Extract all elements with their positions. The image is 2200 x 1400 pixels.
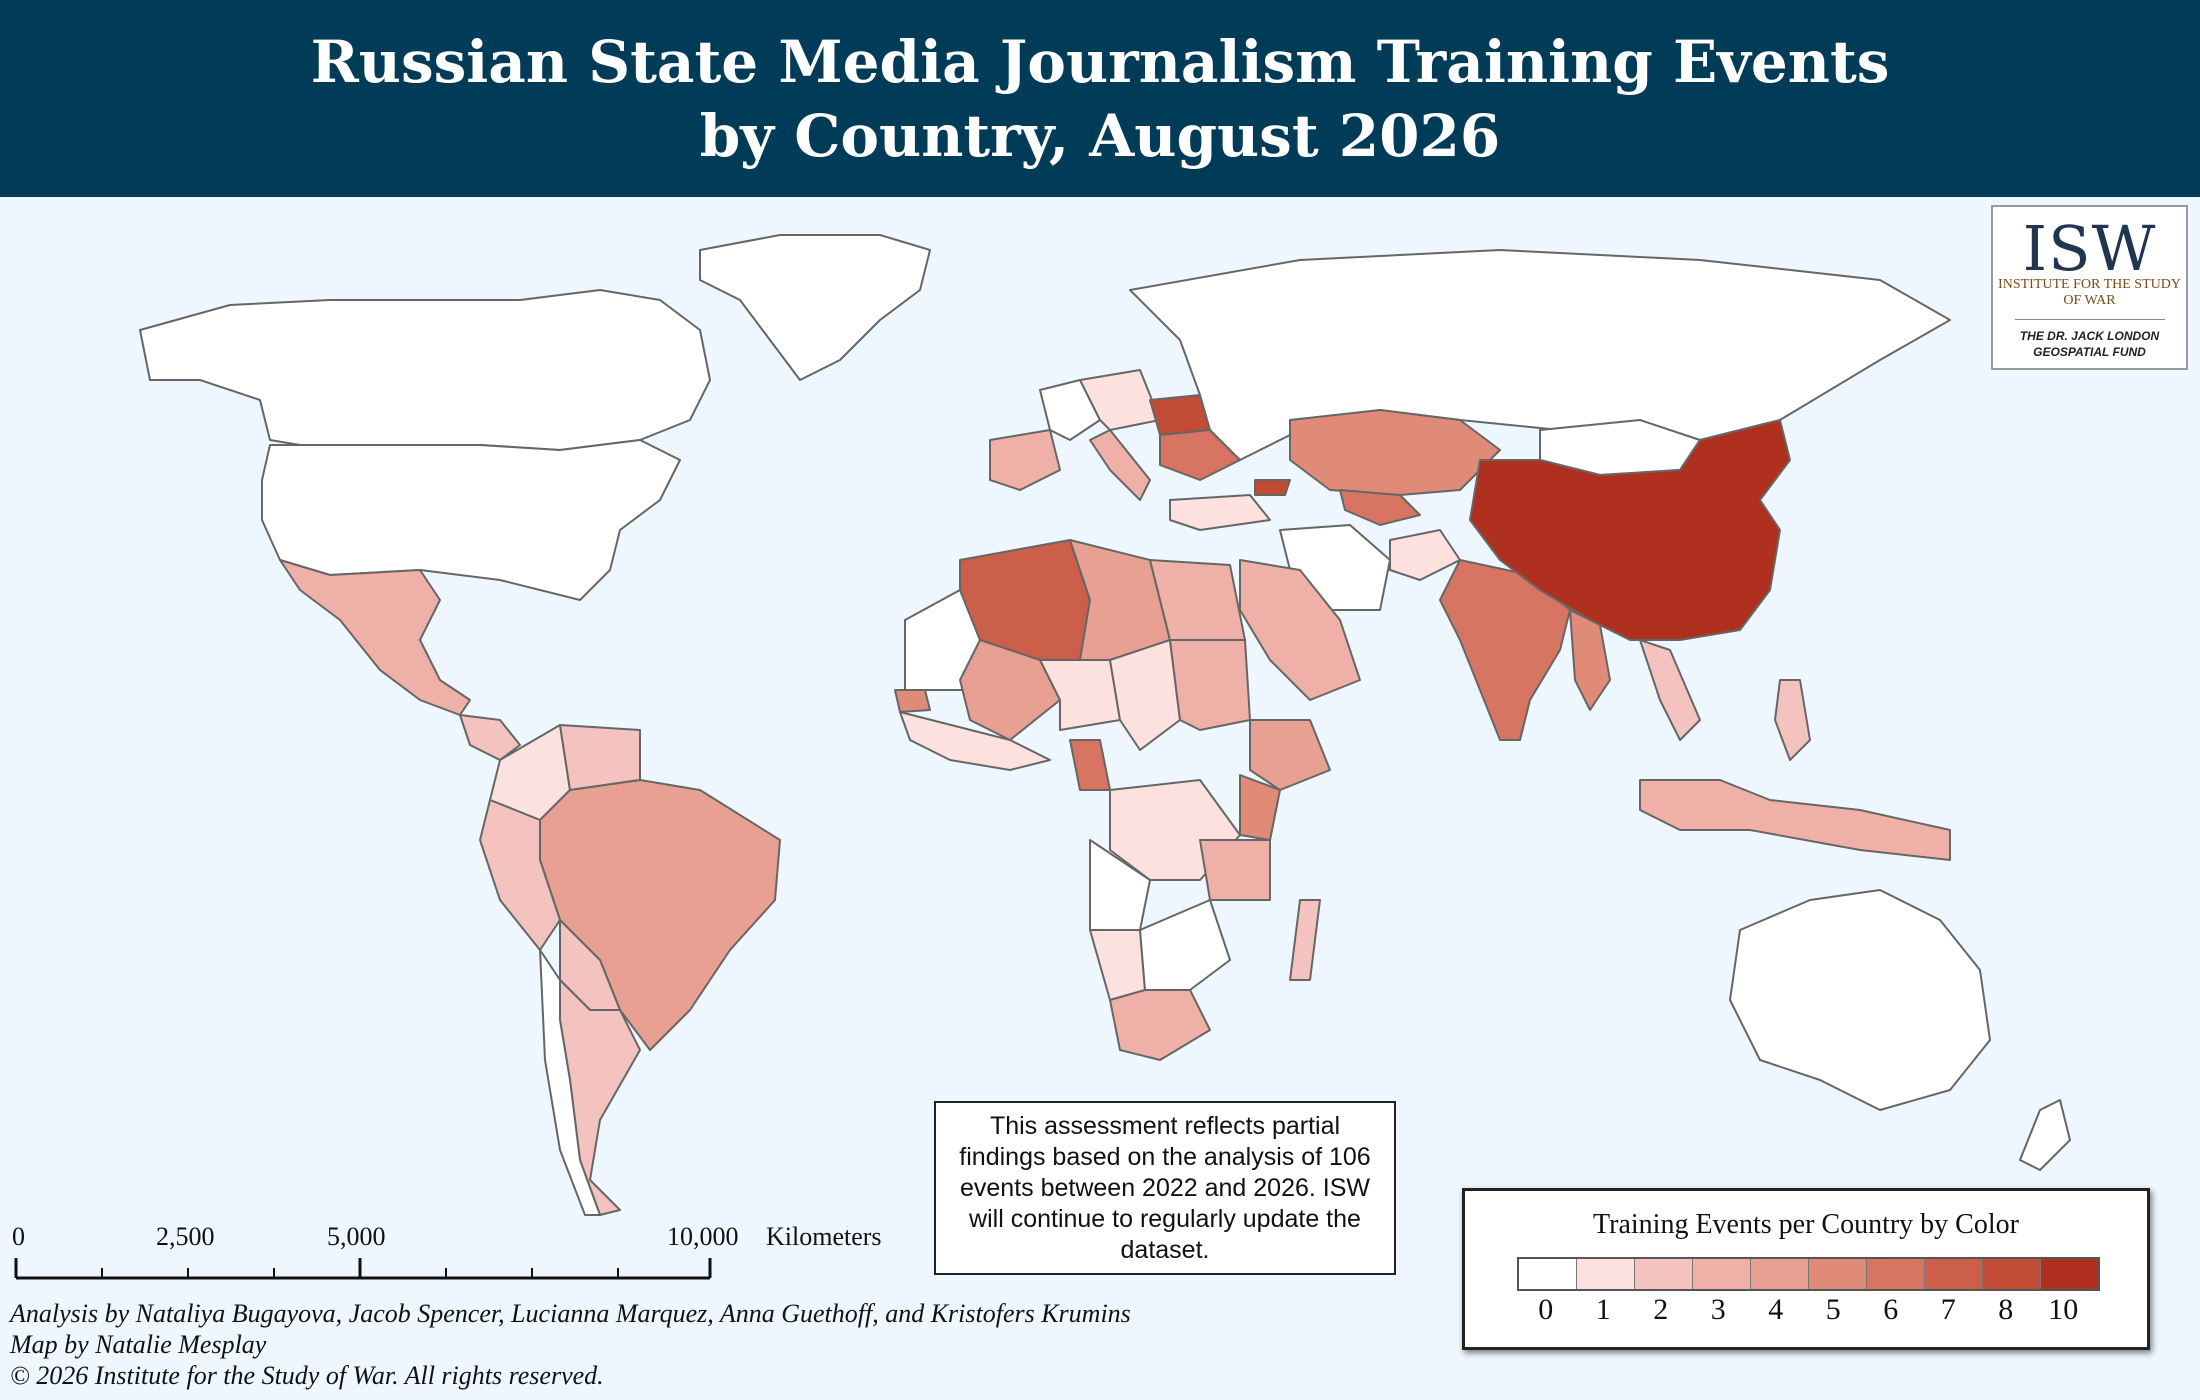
- country-chile: [539, 949, 601, 1216]
- legend-swatches: [1517, 1257, 2100, 1291]
- isw-logo-mark: ISW: [2022, 212, 2157, 285]
- country-chad: [1109, 639, 1181, 751]
- country-spain: [989, 429, 1061, 491]
- legend-label-4: 4: [1768, 1293, 1784, 1326]
- country-united-states: [261, 439, 681, 601]
- country-vietnam: [1639, 639, 1701, 741]
- legend-label-0: 0: [1538, 1293, 1554, 1326]
- legend-label-1: 1: [1595, 1293, 1611, 1326]
- country-ethiopia: [1249, 719, 1331, 791]
- country-kazakhstan: [1289, 409, 1501, 496]
- legend-label-10: 10: [2048, 1293, 2079, 1326]
- scale-unit: Kilometers: [766, 1222, 882, 1251]
- isw-institute-name: INSTITUTE FOR THE STUDY OF WAR: [1998, 277, 2181, 308]
- map-title-line-1: Russian State Media Journalism Training …: [310, 27, 1890, 96]
- country-central-europe: [1079, 369, 1161, 431]
- legend-swatch-3: [1693, 1259, 1751, 1289]
- credits-analysis: Analysis by Nataliya Bugayova, Jacob Spe…: [10, 1299, 1131, 1328]
- country-canada: [139, 289, 711, 451]
- legend-swatch-1: [1577, 1259, 1635, 1289]
- country-madagascar: [1289, 899, 1321, 981]
- isw-logo: ISW INSTITUTE FOR THE STUDY OF WAR THE D…: [1991, 205, 2188, 370]
- legend: Training Events per Country by Color 0 1…: [1462, 1188, 2150, 1350]
- legend-labels: 0 1 2 3 4 5 6 7 8 10: [1517, 1293, 2092, 1327]
- legend-swatch-8: [1983, 1259, 2041, 1289]
- country-saudi-arabia: [1239, 559, 1361, 701]
- legend-title: Training Events per Country by Color: [1593, 1209, 2019, 1240]
- isw-fund-line-1: THE DR. JACK LONDON: [2019, 329, 2160, 343]
- legend-label-8: 8: [1998, 1293, 2014, 1326]
- legend-swatch-2: [1635, 1259, 1693, 1289]
- map-header: Russian State Media Journalism Training …: [0, 0, 2200, 197]
- country-niger: [1039, 659, 1121, 731]
- legend-swatch-5: [1809, 1259, 1867, 1289]
- country-mexico: [279, 559, 471, 716]
- country-south-africa: [1109, 989, 1211, 1061]
- country-australia: [1729, 889, 1991, 1111]
- scale-label-0: 0: [12, 1222, 25, 1251]
- country-afghanistan: [1389, 529, 1461, 581]
- legend-swatch-7: [1925, 1259, 1983, 1289]
- scale-bar: 0 2,500 5,000 10,000 Kilometers: [10, 1222, 910, 1282]
- legend-label-2: 2: [1653, 1293, 1669, 1326]
- legend-label-7: 7: [1940, 1293, 1956, 1326]
- country-west-africa: [899, 711, 1051, 771]
- country-southern-africa: [1139, 899, 1231, 991]
- country-central-america: [459, 714, 521, 761]
- credits-map-by: Map by Natalie Mesplay: [10, 1330, 267, 1359]
- country-greenland: [699, 234, 931, 381]
- legend-swatch-6: [1867, 1259, 1925, 1289]
- country-sudan: [1169, 639, 1251, 731]
- country-uzbekistan: [1339, 489, 1421, 526]
- logo-divider: [2014, 319, 2165, 320]
- country-guinea-bissau: [894, 689, 931, 713]
- credits-copyright: © 2026 Institute for the Study of War. A…: [10, 1361, 604, 1390]
- country-ukraine: [1159, 429, 1241, 481]
- country-turkey: [1169, 494, 1271, 531]
- country-peru: [479, 799, 561, 951]
- map-title-line-2: by Country, August 2026: [699, 101, 1501, 170]
- country-italy: [1089, 429, 1151, 501]
- scale-label-2500: 2,500: [156, 1222, 215, 1251]
- legend-swatch-10: [2041, 1259, 2098, 1289]
- legend-label-6: 6: [1883, 1293, 1899, 1326]
- country-georgia: [1254, 479, 1291, 496]
- scale-label-5000: 5,000: [327, 1222, 386, 1251]
- isw-fund-line-2: GEOSPATIAL FUND: [2033, 345, 2146, 359]
- country-china: [1469, 419, 1791, 641]
- country-france: [1039, 379, 1101, 441]
- country-indonesia: [1639, 779, 1951, 861]
- legend-swatch-0: [1519, 1259, 1577, 1289]
- legend-label-3: 3: [1710, 1293, 1726, 1326]
- country-philippines: [1774, 679, 1811, 761]
- country-venezuela: [559, 724, 641, 791]
- country-new-zealand: [2019, 1099, 2071, 1171]
- map-title: Russian State Media Journalism Training …: [311, 25, 1890, 173]
- country-tanzania: [1199, 839, 1271, 901]
- scale-bar-ruler: [14, 1258, 712, 1280]
- scale-label-10000: 10,000: [667, 1222, 739, 1251]
- legend-label-5: 5: [1825, 1293, 1841, 1326]
- legend-swatch-4: [1751, 1259, 1809, 1289]
- assessment-note: This assessment reflects partial finding…: [934, 1101, 1396, 1275]
- country-myanmar: [1569, 609, 1611, 711]
- credits: Analysis by Nataliya Bugayova, Jacob Spe…: [10, 1298, 1131, 1391]
